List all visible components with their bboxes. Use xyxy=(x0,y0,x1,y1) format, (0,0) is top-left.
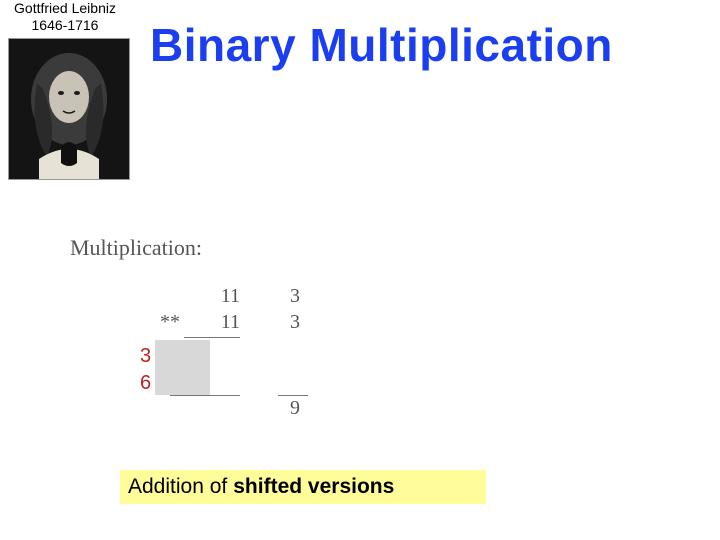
rule-after-partials xyxy=(160,395,300,397)
partial-row-2 xyxy=(160,367,300,395)
partial-2-label: 6 xyxy=(140,372,151,395)
result-dec: 9 xyxy=(260,397,300,420)
operand-row-a: 11 3 xyxy=(160,285,300,311)
slide-title: Binary Multiplication xyxy=(150,18,613,72)
portrait-icon xyxy=(9,39,129,179)
footer-bold: shifted versions xyxy=(233,475,394,499)
operand-row-b: ** 11 3 xyxy=(160,311,300,337)
result-row: 9 xyxy=(160,397,300,423)
partial-row-1 xyxy=(160,339,300,367)
operand-b-dec: 3 xyxy=(260,311,300,334)
operand-a-dec: 3 xyxy=(260,285,300,308)
footer-highlight: Addition of shifted versions xyxy=(120,470,486,504)
footer-prefix: Addition of xyxy=(128,475,227,499)
op-symbol: ** xyxy=(160,311,190,334)
slide: Gottfried Leibniz 1646-1716 Binary Multi… xyxy=(0,0,720,540)
multiplication-block: 11 3 ** 11 3 9 xyxy=(160,285,300,423)
multiplication-label: Multiplication: xyxy=(70,235,202,261)
portrait-caption: Gottfried Leibniz 1646-1716 xyxy=(0,0,130,34)
operand-b-bin: 11 xyxy=(190,311,240,334)
operand-a-bin: 11 xyxy=(190,285,240,308)
partial-1-label: 3 xyxy=(140,345,151,368)
portrait-image xyxy=(8,38,130,180)
caption-name: Gottfried Leibniz xyxy=(0,0,130,17)
rule-after-operands xyxy=(160,337,300,339)
caption-dates: 1646-1716 xyxy=(0,17,130,34)
